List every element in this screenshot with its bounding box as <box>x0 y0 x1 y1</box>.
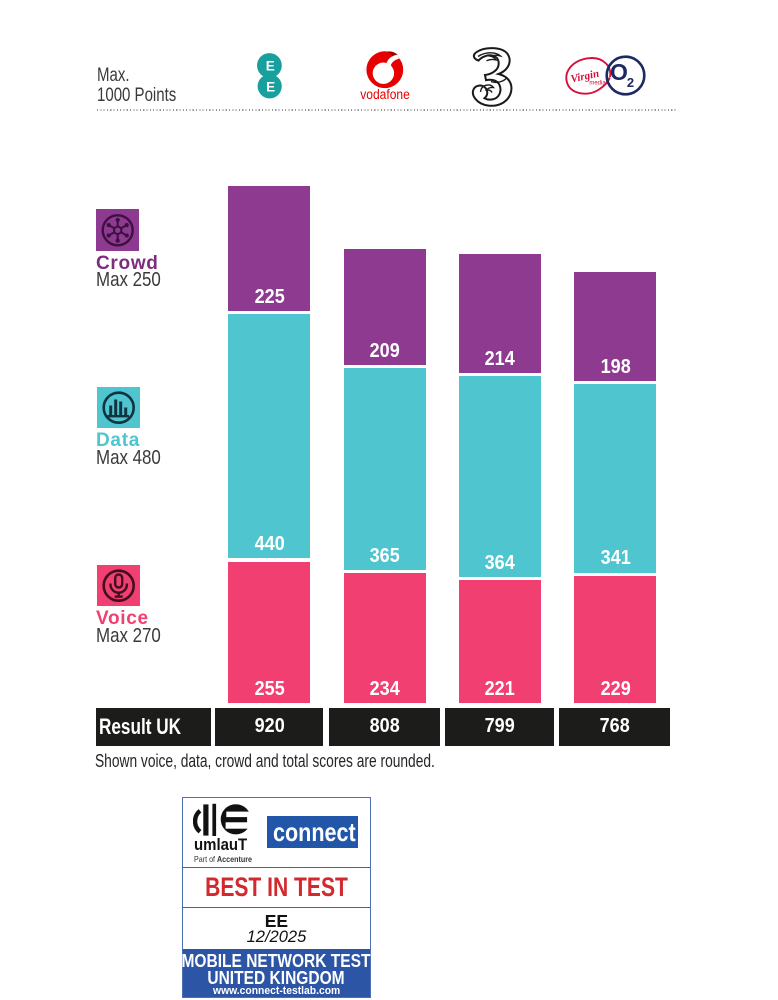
svg-text:O: O <box>610 59 628 85</box>
svg-text:Virgin: Virgin <box>570 68 601 86</box>
svg-text:vodafone: vodafone <box>360 86 410 101</box>
svg-text:E: E <box>266 59 275 74</box>
svg-text:2: 2 <box>627 75 634 90</box>
svg-text:E: E <box>266 80 275 95</box>
svg-text:media: media <box>589 81 606 87</box>
